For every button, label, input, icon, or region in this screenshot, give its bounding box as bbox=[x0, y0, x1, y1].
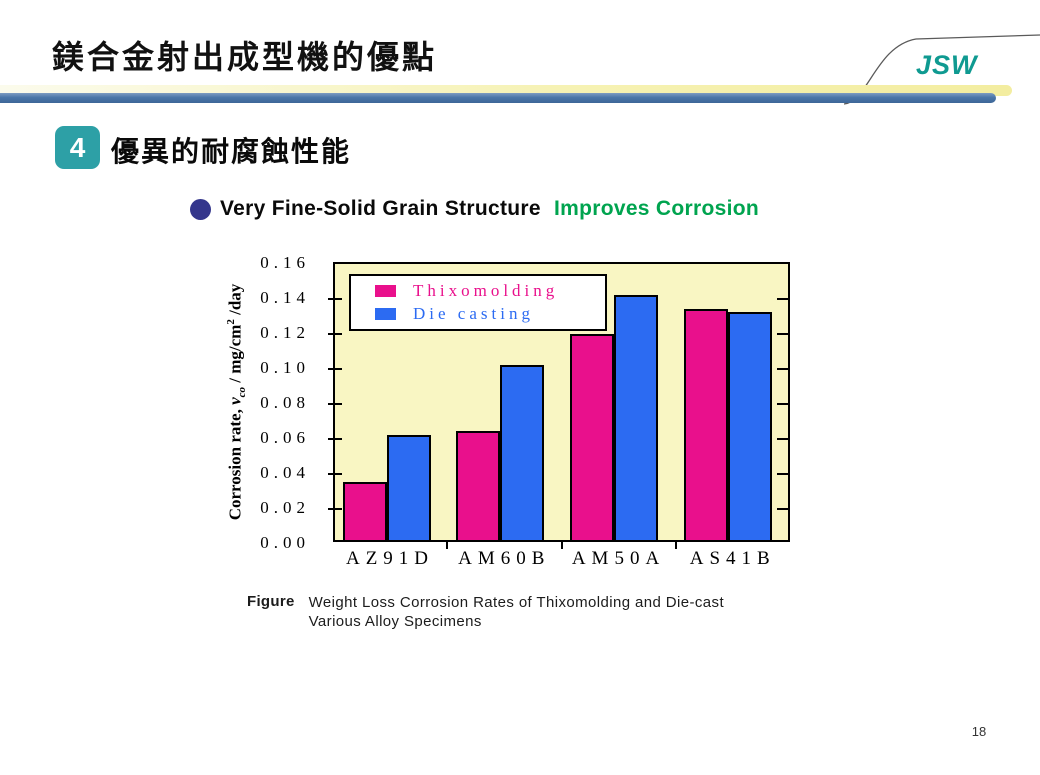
x-label-az91d: AZ91D bbox=[345, 548, 435, 569]
bar-thixomolding-as41b bbox=[684, 309, 728, 540]
y-tick-label: 0.16 bbox=[260, 253, 310, 272]
bar-die-casting-am60b bbox=[500, 365, 544, 540]
y-tick-label: 0.08 bbox=[260, 393, 310, 412]
y-tick-mark bbox=[777, 298, 788, 300]
y-tick-label: 0.14 bbox=[260, 288, 310, 307]
legend-swatch-icon bbox=[375, 308, 396, 320]
x-axis-labels: AZ91D AM60B AM50A AS41B bbox=[333, 548, 790, 574]
x-tick-mark bbox=[674, 542, 677, 549]
y-tick-label: 0.04 bbox=[260, 463, 310, 482]
bullet-text-green: Improves Corrosion bbox=[554, 197, 759, 220]
bullet-circle-icon bbox=[190, 198, 211, 220]
jsw-logo: JSW bbox=[916, 50, 978, 80]
y-tick-label: 0.00 bbox=[260, 533, 310, 552]
bar-group-am60b bbox=[456, 365, 544, 540]
bar-group-am50a bbox=[570, 295, 658, 540]
bar-die-casting-am50a bbox=[614, 295, 658, 540]
section-number-badge: 4 bbox=[55, 126, 100, 169]
bar-thixomolding-am60b bbox=[456, 431, 500, 540]
section-heading: 優異的耐腐蝕性能 bbox=[111, 136, 352, 167]
y-tick-mark bbox=[328, 473, 342, 475]
figure-caption-line1: Weight Loss Corrosion Rates of Thixomold… bbox=[308, 594, 725, 611]
y-tick-mark bbox=[328, 403, 342, 405]
page-number: 18 bbox=[971, 724, 987, 739]
legend-label: Die casting bbox=[413, 304, 534, 323]
y-tick-mark bbox=[777, 438, 788, 440]
y-tick-label: 0.06 bbox=[260, 428, 310, 447]
figure-caption-line2: Various Alloy Specimens bbox=[308, 613, 482, 630]
slide-title: 鎂合金射出成型機的優點 bbox=[52, 39, 438, 75]
y-tick-mark bbox=[777, 333, 788, 335]
y-tick-mark bbox=[328, 438, 342, 440]
x-tick-mark bbox=[560, 542, 563, 549]
y-tick-mark bbox=[777, 403, 788, 405]
y-tick-mark bbox=[777, 508, 788, 510]
y-tick-label: 0.10 bbox=[260, 358, 310, 377]
figure-caption-label: Figure bbox=[247, 593, 295, 610]
x-label-as41b: AS41B bbox=[689, 548, 776, 569]
bar-die-casting-as41b bbox=[728, 312, 772, 540]
bullet-row: Very Fine-Solid Grain Structure Improves… bbox=[190, 197, 759, 221]
legend-item-thixomolding: Thixomolding bbox=[375, 281, 605, 301]
x-label-am50a: AM50A bbox=[571, 548, 666, 569]
bar-die-casting-az91d bbox=[387, 435, 431, 540]
bar-thixomolding-az91d bbox=[343, 482, 387, 540]
y-tick-mark bbox=[328, 298, 342, 300]
bar-group-as41b bbox=[684, 309, 772, 540]
bullet-text: Very Fine-Solid Grain Structure Improves… bbox=[220, 197, 759, 221]
y-tick-mark bbox=[328, 368, 342, 370]
divider-yellow-bar bbox=[0, 85, 1012, 96]
divider-blue-bar bbox=[0, 93, 996, 103]
figure-caption-text: Weight Loss Corrosion Rates of Thixomold… bbox=[309, 593, 724, 631]
y-tick-mark bbox=[328, 333, 342, 335]
x-label-am60b: AM60B bbox=[458, 548, 551, 569]
x-tick-mark bbox=[446, 542, 449, 549]
chart-legend: Thixomolding Die casting bbox=[349, 274, 607, 331]
figure-caption: Figure Weight Loss Corrosion Rates of Th… bbox=[247, 593, 724, 631]
legend-label: Thixomolding bbox=[413, 281, 559, 300]
y-axis-labels: 0.00 0.02 0.04 0.06 0.08 0.10 0.12 0.14 0.16 bbox=[242, 253, 316, 552]
legend-swatch-icon bbox=[375, 285, 396, 297]
y-tick-mark bbox=[777, 368, 788, 370]
legend-item-die-casting: Die casting bbox=[375, 304, 605, 324]
bar-group-az91d bbox=[343, 435, 431, 540]
plot-area: Thixomolding Die casting bbox=[328, 262, 790, 542]
bar-thixomolding-am50a bbox=[570, 334, 614, 540]
y-tick-label: 0.02 bbox=[260, 498, 310, 517]
y-tick-label: 0.12 bbox=[260, 323, 310, 342]
y-tick-mark bbox=[777, 473, 788, 475]
y-tick-mark bbox=[328, 508, 342, 510]
bullet-text-black: Very Fine-Solid Grain Structure bbox=[220, 197, 541, 220]
